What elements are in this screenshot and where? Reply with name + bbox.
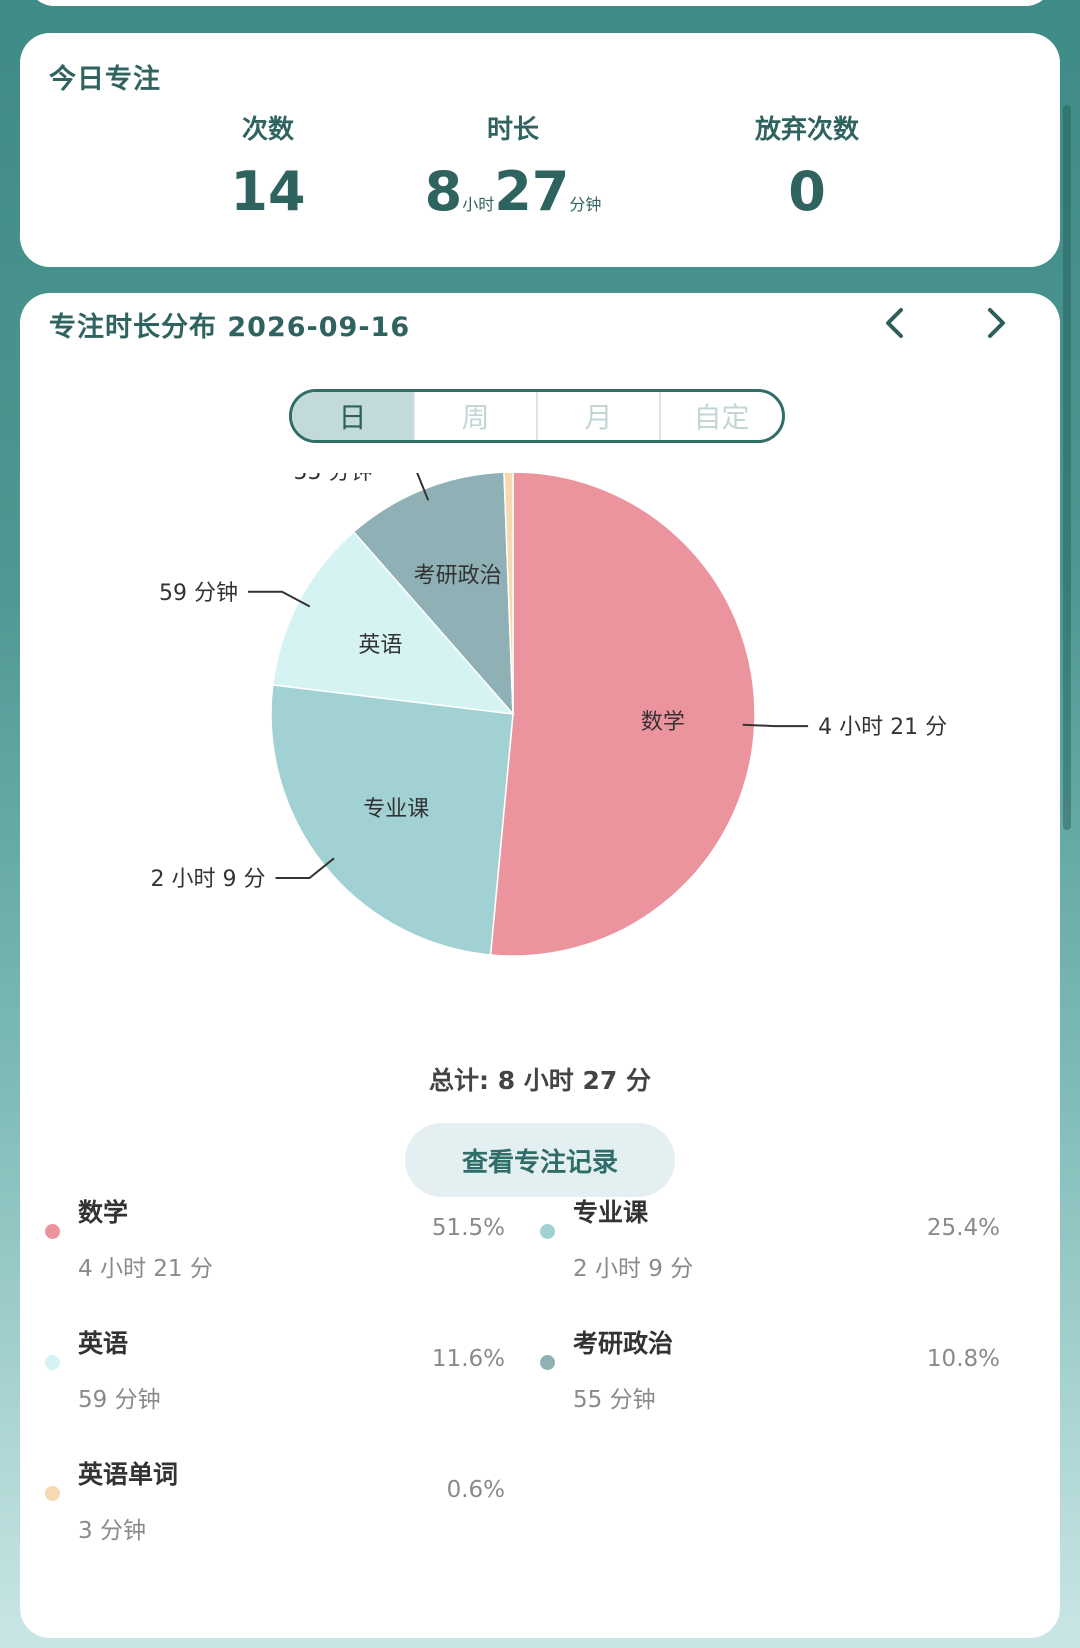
legend-percent: 51.5% — [431, 1215, 505, 1241]
legend-name: 专业课 — [573, 1198, 649, 1227]
slice-leader-line — [248, 590, 311, 608]
legend-item[interactable]: 英语 59 分钟 11.6% — [45, 1324, 505, 1434]
slice-name-label: 数学 — [641, 710, 685, 735]
legend-name: 英语单词 — [78, 1460, 179, 1489]
stat-count-value: 14 — [230, 160, 306, 223]
today-focus-card: 今日专注 次数 14 时长 8小时27分钟 放弃次数 0 — [20, 33, 1060, 267]
legend-color-dot — [540, 1224, 555, 1239]
scrollbar[interactable] — [1063, 105, 1071, 830]
legend-duration: 59 分钟 — [78, 1387, 161, 1413]
legend-percent: 10.8% — [926, 1346, 1000, 1372]
view-records-button[interactable]: 查看专注记录 — [405, 1123, 675, 1197]
chevron-left-icon — [886, 308, 903, 338]
today-title: 今日专注 — [49, 64, 161, 95]
legend-item[interactable]: 数学 4 小时 21 分 51.5% — [45, 1193, 505, 1303]
tab-month[interactable]: 月 — [536, 392, 659, 440]
tab-week[interactable]: 周 — [413, 392, 536, 440]
stat-count-label: 次数 — [241, 115, 294, 145]
legend-item[interactable]: 专业课 2 小时 9 分 25.4% — [540, 1193, 1000, 1303]
slice-name-label: 考研政治 — [414, 564, 502, 589]
legend-percent: 0.6% — [446, 1477, 505, 1503]
legend-name: 考研政治 — [573, 1329, 674, 1358]
legend-name: 数学 — [78, 1198, 129, 1227]
legend-duration: 4 小时 21 分 — [78, 1256, 213, 1282]
stat-duration: 时长 8小时27分钟 — [400, 109, 626, 223]
legend-item[interactable]: 英语单词 3 分钟 0.6% — [45, 1455, 505, 1565]
slice-name-label: 英语 — [358, 633, 402, 658]
total-duration: 总计: 8 小时 27 分 — [429, 1066, 651, 1095]
legend-color-dot — [45, 1224, 60, 1239]
legend-item[interactable]: 考研政治 55 分钟 10.8% — [540, 1324, 1000, 1434]
next-date-button[interactable] — [976, 303, 1016, 343]
stat-count: 次数 14 — [188, 109, 348, 223]
prev-date-button[interactable] — [876, 303, 916, 343]
stat-abandon: 放弃次数 0 — [727, 109, 887, 223]
slice-value-label: 2 小时 9 分 — [151, 867, 266, 892]
distribution-card: 专注时长分布 2026-09-16 日 周 月 自定 数学 4 小时 21 分专业… — [20, 293, 1060, 1638]
slice-leader-line — [742, 723, 809, 728]
duration-hours-unit: 小时 — [462, 195, 495, 214]
slice-value-label: 59 分钟 — [159, 581, 238, 606]
duration-minutes-unit: 分钟 — [569, 195, 602, 214]
stat-duration-label: 时长 — [486, 115, 539, 145]
legend-percent: 11.6% — [431, 1346, 505, 1372]
legend-color-dot — [540, 1355, 555, 1370]
slice-value-label: 55 分钟 — [294, 473, 373, 485]
stat-duration-value: 8小时27分钟 — [400, 160, 626, 223]
legend-color-dot — [45, 1355, 60, 1370]
pie-slice[interactable] — [489, 471, 756, 957]
slice-name-label: 专业课 — [363, 797, 429, 822]
legend-duration: 55 分钟 — [573, 1387, 656, 1413]
chevron-right-icon — [988, 308, 1005, 338]
stat-abandon-value: 0 — [788, 160, 826, 223]
legend-duration: 3 分钟 — [78, 1518, 146, 1544]
duration-minutes: 27 — [494, 160, 570, 223]
previous-card — [28, 0, 1052, 6]
slice-value-label: 4 小时 21 分 — [818, 715, 947, 740]
duration-hours: 8 — [424, 160, 463, 223]
legend-duration: 2 小时 9 分 — [573, 1256, 694, 1282]
period-selector: 日 周 月 自定 — [289, 389, 785, 443]
legend-color-dot — [45, 1486, 60, 1501]
distribution-title: 专注时长分布 2026-09-16 — [49, 312, 411, 343]
stat-abandon-label: 放弃次数 — [754, 115, 859, 145]
tab-custom[interactable]: 自定 — [659, 392, 782, 440]
legend-percent: 25.4% — [926, 1215, 1000, 1241]
slice-leader-line — [275, 857, 335, 879]
legend-name: 英语 — [78, 1329, 129, 1358]
tab-day[interactable]: 日 — [292, 392, 413, 440]
